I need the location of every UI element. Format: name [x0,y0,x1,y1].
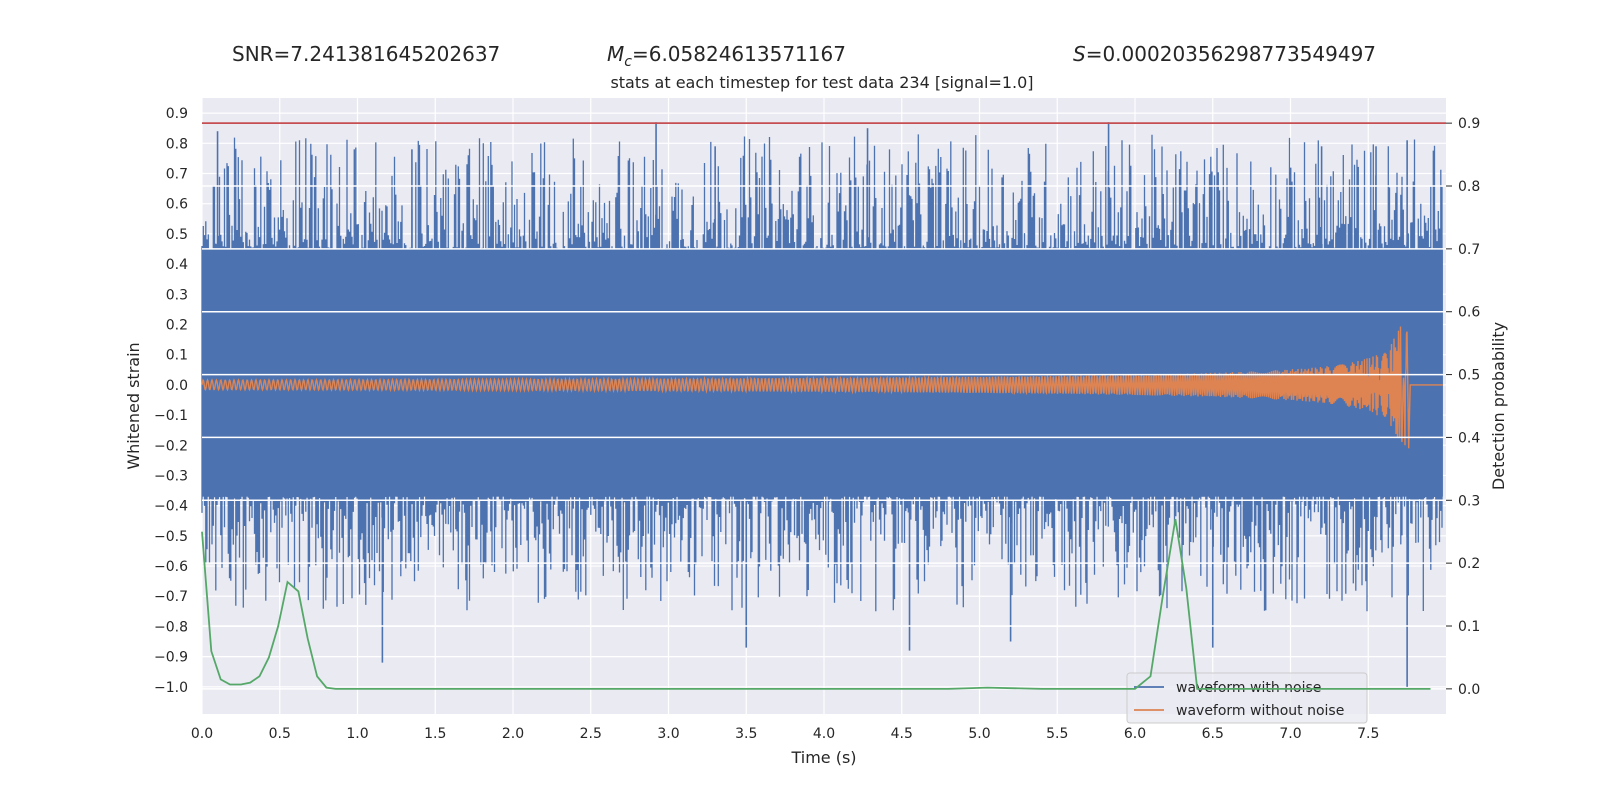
y-tick-label: 0.5 [166,227,188,243]
y-tick-label: −0.1 [154,408,188,424]
y-tick-label: 0.1 [166,348,188,364]
y-tick-label: 0.4 [166,257,188,273]
x-axis-label: Time (s) [790,748,856,767]
y-tick-label: −0.7 [154,589,188,605]
x-tick-label: 3.0 [657,726,679,742]
y-tick-label: −0.8 [154,619,188,635]
y-tick-label: −0.2 [154,438,188,454]
y-tick-label: −0.5 [154,529,188,545]
x-tick-label: 1.5 [424,726,446,742]
snr-label: SNR=7.241381645202637 [232,42,500,66]
x-tick-label: 5.5 [1046,726,1068,742]
waveform-with-noise-series [201,122,1443,687]
y2-tick-label: 0.2 [1458,556,1480,572]
legend: waveform with noise waveform without noi… [1126,672,1368,724]
detection-probability-series [201,518,1431,690]
y-tick-label: 0.2 [166,317,188,333]
x-tick-label: 4.0 [813,726,835,742]
y-tick-label: −0.9 [154,650,188,666]
y-tick-label: −0.4 [154,499,188,515]
y-tick-label: 0.3 [166,287,188,303]
x-tick-label: 6.0 [1124,726,1146,742]
y-tick-label: 0.0 [166,378,188,394]
x-tick-label: 2.0 [502,726,524,742]
x-tick-label: 2.5 [580,726,602,742]
legend-label-signal: waveform without noise [1176,703,1344,719]
legend-box [1126,672,1368,724]
y-tick-label: 0.6 [166,197,188,213]
y2-tick-label: 0.7 [1458,242,1480,258]
x-tick-label: 0.0 [191,726,213,742]
y-axis-label: Whitened strain [124,342,143,469]
s-label: S=0.00020356298773549497 [1073,42,1376,66]
x-tick-label: 0.5 [269,726,291,742]
y-tick-label: −0.3 [154,468,188,484]
y2-tick-label: 0.5 [1458,368,1480,384]
y-tick-label: 0.8 [166,136,188,152]
x-tick-label: 7.0 [1279,726,1301,742]
y-axis-ticks: 0.9 0.8 0.7 0.6 0.5 0.4 0.3 0.2 0.1 0.0 −0.1 −0.2 −0… [154,106,188,696]
y-tick-label: −1.0 [154,680,188,696]
y-tick-label: 0.7 [166,166,188,182]
x-tick-label: 7.5 [1357,726,1379,742]
x-tick-label: 5.0 [968,726,990,742]
x-tick-label: 6.5 [1202,726,1224,742]
probability-line [201,518,1431,690]
y2-tick-label: 0.0 [1458,682,1480,698]
y2-axis-ticks: 0.9 0.8 0.7 0.6 0.5 0.4 0.3 0.2 0.1 0.0 [1446,116,1480,698]
y2-tick-label: 0.9 [1458,116,1480,132]
y-tick-label: −0.6 [154,559,188,575]
x-tick-label: 1.0 [346,726,368,742]
y2-tick-label: 0.4 [1458,430,1480,446]
y2-axis-label: Detection probability [1489,322,1508,490]
x-axis-ticks: 0.0 0.5 1.0 1.5 2.0 2.5 3.0 3.5 4.0 4.5 5.0 5.5 6.0 6… [191,726,1380,742]
chart-title: stats at each timestep for test data 234… [610,73,1033,92]
y2-tick-label: 0.6 [1458,305,1480,321]
y2-tick-label: 0.1 [1458,619,1480,635]
x-tick-label: 4.5 [891,726,913,742]
y2-tick-label: 0.3 [1458,493,1480,509]
signal-line [201,326,1443,449]
y-tick-label: 0.9 [166,106,188,122]
waveform-without-noise-series [201,326,1443,449]
y2-tick-label: 0.8 [1458,179,1480,195]
x-tick-label: 3.5 [735,726,757,742]
chirp-mass-label: Mc=6.05824613571167 [607,42,846,70]
